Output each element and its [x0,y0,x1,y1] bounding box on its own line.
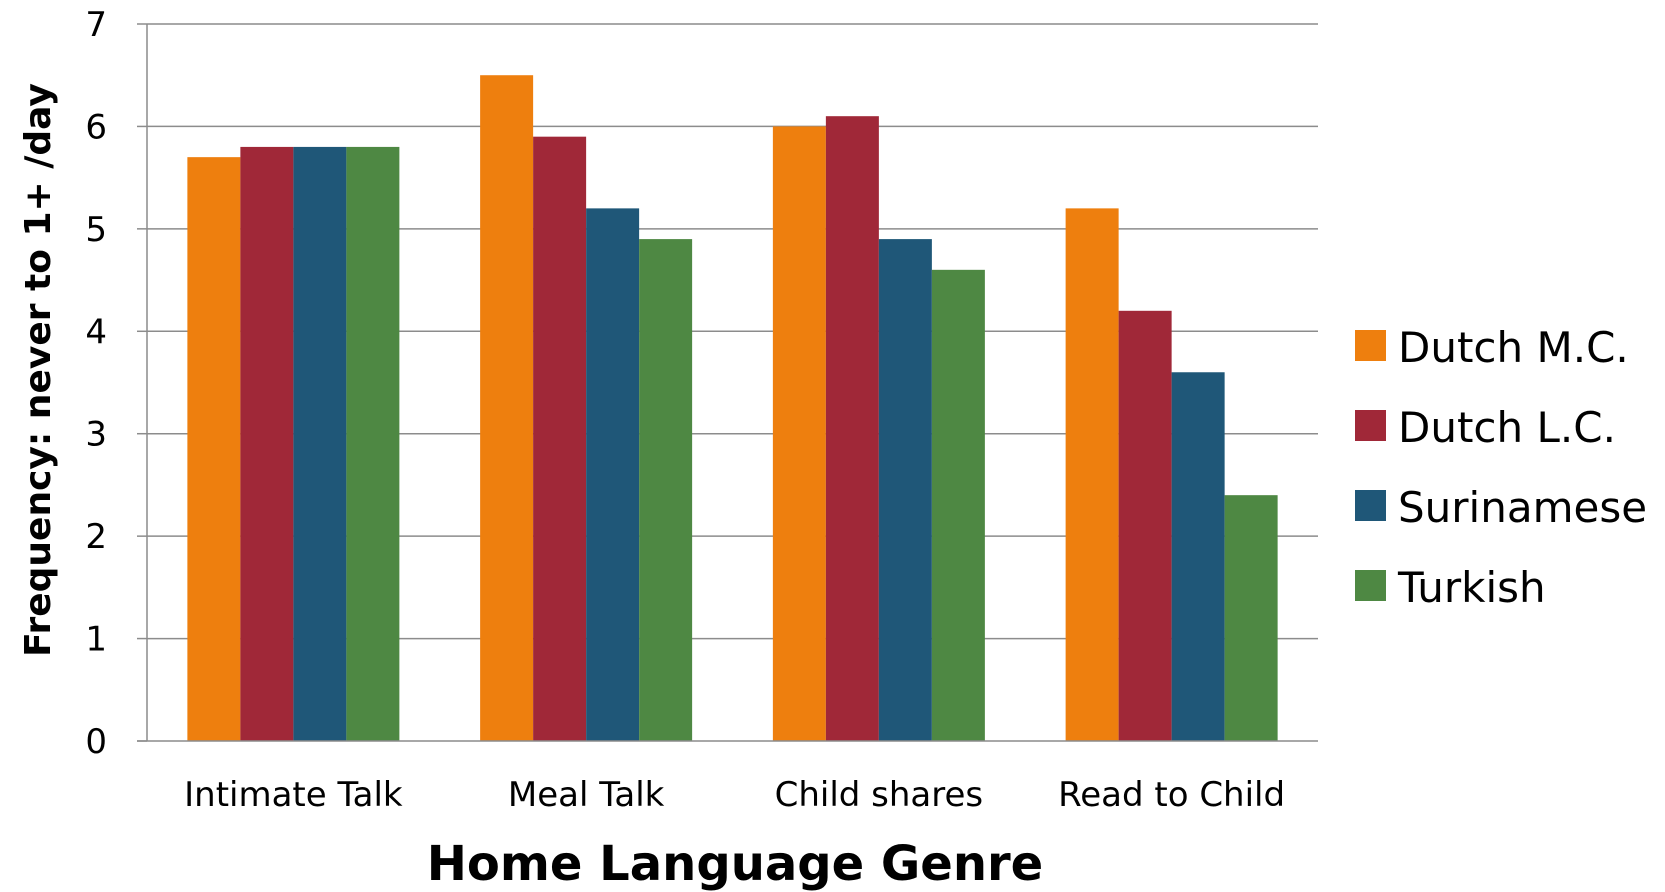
bar-dutch-m-c-intimate-talk [187,157,241,741]
x-category-label: Read to Child [1058,775,1285,815]
legend-label: Surinamese [1398,483,1647,532]
bar-surinamese-meal-talk [586,208,640,741]
legend: Dutch M.C. Dutch L.C. Surinamese Turkish [1355,323,1647,612]
bar-surinamese-intimate-talk [293,146,347,741]
legend-swatch [1355,330,1386,361]
x-category-label: Child shares [775,775,984,815]
y-tick-label: 6 [85,107,107,147]
y-tick-label: 5 [85,210,107,250]
x-category-label: Meal Talk [508,775,665,815]
x-category-labels: Intimate Talk Meal Talk Child shares Read t… [184,775,1285,815]
legend-label: Dutch M.C. [1398,323,1629,372]
legend-swatch [1355,570,1386,601]
bar-dutch-l-c-child-shares [825,116,879,741]
y-axis-title: Frequency: never to 1+ /day [18,83,59,657]
y-tick-label: 2 [85,517,107,557]
bar-dutch-l-c-read-to-child [1118,310,1172,741]
y-tick-label: 1 [85,620,107,660]
y-tick-label: 7 [85,5,107,45]
bars [187,75,1278,741]
bar-dutch-l-c-meal-talk [533,136,587,741]
y-tick-label: 3 [85,415,107,455]
x-axis-title: Home Language Genre [427,836,1043,892]
legend-swatch [1355,490,1386,521]
legend-label: Dutch L.C. [1398,403,1616,452]
bar-surinamese-read-to-child [1171,372,1225,741]
bar-surinamese-child-shares [878,239,932,741]
bar-turkish-intimate-talk [346,146,400,741]
y-tick-labels: 0 1 2 3 4 5 6 7 [85,5,107,762]
axes [137,24,1318,742]
bar-turkish-read-to-child [1224,495,1278,741]
bar-turkish-meal-talk [639,239,693,741]
bar-dutch-m-c-meal-talk [480,75,534,741]
x-category-label: Intimate Talk [184,775,403,815]
legend-label: Turkish [1397,563,1546,612]
y-tick-label: 4 [85,312,107,352]
bar-dutch-l-c-intimate-talk [240,146,294,741]
legend-swatch [1355,410,1386,441]
bar-dutch-m-c-child-shares [772,126,826,741]
bar-turkish-child-shares [931,269,985,741]
y-tick-label: 0 [85,722,107,762]
bar-dutch-m-c-read-to-child [1065,208,1119,741]
